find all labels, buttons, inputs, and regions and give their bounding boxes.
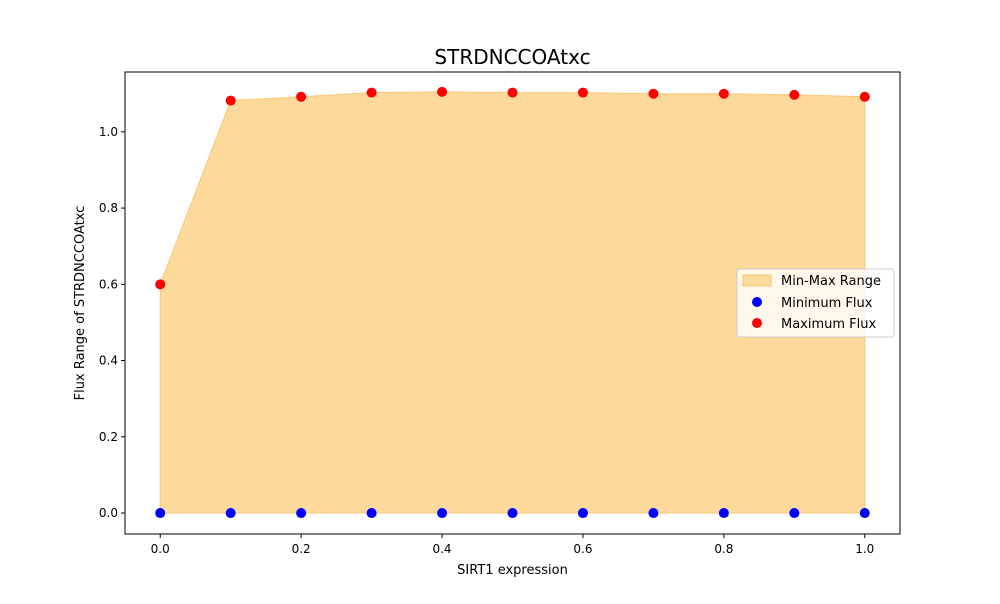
min-flux-point (366, 508, 377, 519)
min-flux-point (437, 508, 448, 519)
legend-label-range: Min-Max Range (781, 274, 881, 289)
x-axis: 0.0 0.2 0.4 0.6 0.8 1.0 (151, 534, 874, 556)
max-flux-point (155, 279, 166, 290)
legend-marker-min (752, 297, 762, 307)
x-tick-label: 0.0 (151, 542, 170, 556)
legend-frame (736, 268, 895, 338)
legend: Min-Max Range Minimum Flux Maximum Flux (736, 268, 895, 338)
x-tick-label: 0.2 (292, 542, 311, 556)
y-tick-label: 0.8 (99, 201, 118, 215)
y-axis-label: Flux Range of STRDNCCOAtxc (73, 206, 88, 401)
min-flux-point (718, 508, 729, 519)
min-flux-point (577, 508, 588, 519)
plot-area (155, 86, 870, 519)
y-tick-label: 0.2 (99, 430, 118, 444)
max-flux-point (648, 88, 659, 99)
axes-frame (124, 71, 901, 535)
max-flux-point (789, 89, 800, 100)
y-tick-label: 0.0 (99, 506, 118, 520)
x-tick-label: 1.0 (855, 542, 874, 556)
legend-label-min: Minimum Flux (781, 296, 873, 311)
legend-marker-max (752, 318, 762, 328)
y-tick-label: 0.4 (99, 354, 118, 368)
max-flux-point (437, 86, 448, 97)
y-axis: 0.0 0.2 0.4 0.6 0.8 1.0 (99, 125, 125, 520)
min-flux-point (648, 508, 659, 519)
legend-label-max: Maximum Flux (781, 317, 877, 332)
x-axis-label: SIRT1 expression (457, 563, 568, 578)
y-tick-label: 0.6 (99, 277, 118, 291)
max-flux-point (859, 91, 870, 102)
x-tick-label: 0.8 (714, 542, 733, 556)
x-tick-label: 0.6 (573, 542, 592, 556)
min-flux-point (296, 508, 307, 519)
max-flux-point (225, 95, 236, 106)
legend-swatch-range (742, 274, 772, 287)
min-flux-point (859, 508, 870, 519)
y-tick-label: 1.0 (99, 125, 118, 139)
max-flux-point (507, 87, 518, 98)
min-flux-point (507, 508, 518, 519)
max-flux-point (718, 88, 729, 99)
min-flux-point (155, 508, 166, 519)
max-flux-point (296, 91, 307, 102)
x-tick-label: 0.4 (432, 542, 451, 556)
chart-title: STRDNCCOAtxc (434, 45, 590, 69)
min-flux-point (225, 508, 236, 519)
max-flux-point (577, 87, 588, 98)
min-flux-point (789, 508, 800, 519)
max-flux-point (366, 87, 377, 98)
